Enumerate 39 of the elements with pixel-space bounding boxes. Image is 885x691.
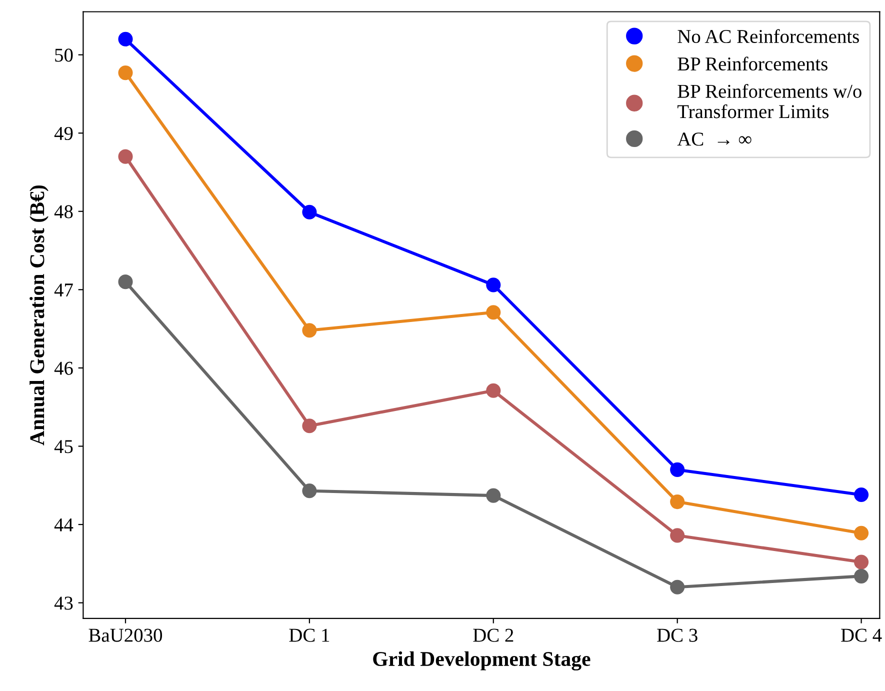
x-tick-label: DC 4: [841, 628, 882, 642]
point: [302, 204, 317, 220]
y-tick-label: 47: [54, 284, 73, 296]
y-tick-label: 43: [54, 596, 73, 610]
x-tick-label: DC 2: [473, 628, 514, 642]
legend-label: BP Reinforcements: [678, 56, 828, 71]
point: [486, 305, 501, 320]
point: [302, 323, 317, 338]
point: [118, 274, 133, 290]
point: [302, 418, 317, 434]
x-axis-title: Grid Development Stage: [373, 651, 590, 670]
point: [670, 494, 685, 510]
point: [302, 484, 317, 498]
y-tick-label: 49: [54, 126, 73, 140]
x-tick-label: DC 3: [657, 628, 698, 642]
x-tick-label: BaU2030: [88, 628, 162, 642]
point: [486, 488, 501, 503]
point: [486, 278, 501, 292]
y-tick-label: 44: [54, 518, 74, 532]
x-tick-label: DC 1: [289, 628, 330, 642]
point: [670, 528, 685, 543]
y-tick-label: 50: [55, 48, 73, 62]
legend-label: BP Reinforcements w/o Transformer Limits: [677, 84, 862, 118]
point: [118, 32, 133, 46]
point: [854, 526, 869, 540]
point: [118, 149, 133, 164]
point: [670, 462, 685, 477]
y-tick-label: 48: [54, 205, 73, 218]
y-tick-label: 45: [54, 440, 73, 454]
point: [118, 66, 133, 80]
legend-label: No AC Reinforcements: [678, 29, 859, 44]
y-axis-title: Annual Generation Cost (B€): [30, 186, 48, 446]
point: [854, 554, 869, 570]
point: [854, 568, 869, 584]
point: [486, 383, 501, 398]
point: [854, 487, 869, 502]
y-tick-label: 46: [54, 362, 73, 375]
point: [670, 580, 685, 594]
legend-label: AC → ∞: [677, 132, 752, 146]
